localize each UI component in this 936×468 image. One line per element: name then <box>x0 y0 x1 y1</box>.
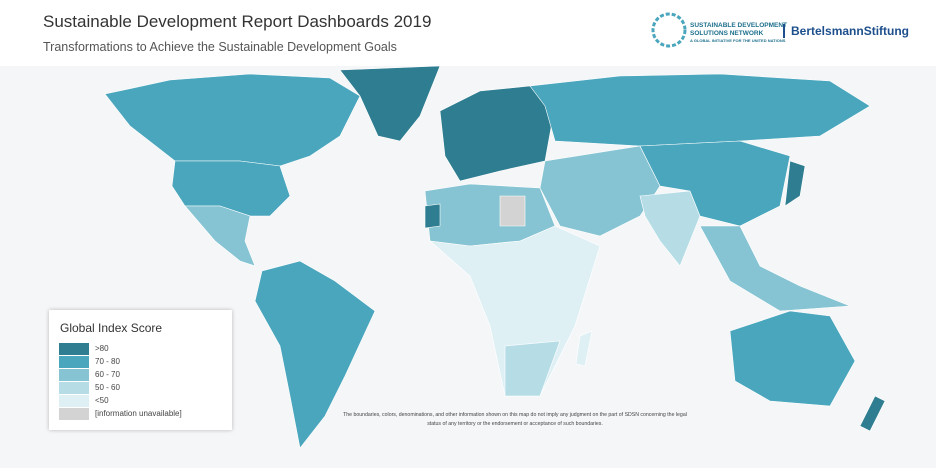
legend-label: >80 <box>95 344 109 354</box>
russia <box>529 73 871 147</box>
west-sahara <box>424 203 441 229</box>
legend-label: 70 - 80 <box>95 357 120 367</box>
south-america <box>254 260 376 449</box>
japan <box>784 160 806 207</box>
legend-swatch <box>59 369 89 381</box>
legend-title: Global Index Score <box>60 321 163 335</box>
canada <box>104 73 361 167</box>
legend-item: 60 - 70 <box>59 369 120 381</box>
new-zealand <box>859 395 886 432</box>
legend: Global Index Score >80 70 - 80 60 - 70 50 -… <box>49 310 232 430</box>
legend-label: <50 <box>95 396 109 406</box>
disclaimer-line: status of any territory or the endorseme… <box>427 421 603 427</box>
sub-saharan-africa <box>429 225 601 397</box>
australia <box>729 310 856 407</box>
sdsn-line: SOLUTIONS NETWORK <box>690 30 764 37</box>
legend-label: 60 - 70 <box>95 370 120 380</box>
world-map <box>104 66 886 449</box>
legend-swatch <box>59 408 89 420</box>
sdsn-line: A GLOBAL INITIATIVE FOR THE UNITED NATIO… <box>690 38 786 43</box>
header: Sustainable Development Report Dashboard… <box>0 0 936 66</box>
middle-east <box>539 145 661 237</box>
greenland <box>339 66 441 142</box>
legend-label: [information unavailable] <box>95 409 182 419</box>
southern-africa <box>504 340 561 397</box>
mexico <box>184 205 256 267</box>
legend-item: 50 - 60 <box>59 382 120 394</box>
sdsn-line: SUSTAINABLE DEVELOPMENT <box>690 22 788 29</box>
legend-swatch <box>59 395 89 407</box>
legend-item: <50 <box>59 395 109 407</box>
subtitle: Transformations to Achieve the Sustainab… <box>43 40 397 54</box>
usa <box>171 160 291 217</box>
india <box>639 190 701 267</box>
legend-item: [information unavailable] <box>59 408 182 420</box>
title: Sustainable Development Report Dashboard… <box>43 12 432 31</box>
southeast-asia <box>699 225 851 312</box>
legend-swatch <box>59 343 89 355</box>
legend-item: 70 - 80 <box>59 356 120 368</box>
legend-label: 50 - 60 <box>95 383 120 393</box>
europe <box>439 85 556 182</box>
sdsn-icon <box>651 12 687 48</box>
sdsn-logo: SUSTAINABLE DEVELOPMENT SOLUTIONS NETWOR… <box>690 22 787 44</box>
sahara-unavailable <box>499 195 526 227</box>
legend-swatch <box>59 356 89 368</box>
disclaimer-line: The boundaries, colors, denominations, a… <box>343 412 687 418</box>
legend-item: >80 <box>59 343 109 355</box>
madagascar <box>575 330 593 367</box>
legend-swatch <box>59 382 89 394</box>
partner-logo: BertelsmannStiftung <box>783 24 909 38</box>
